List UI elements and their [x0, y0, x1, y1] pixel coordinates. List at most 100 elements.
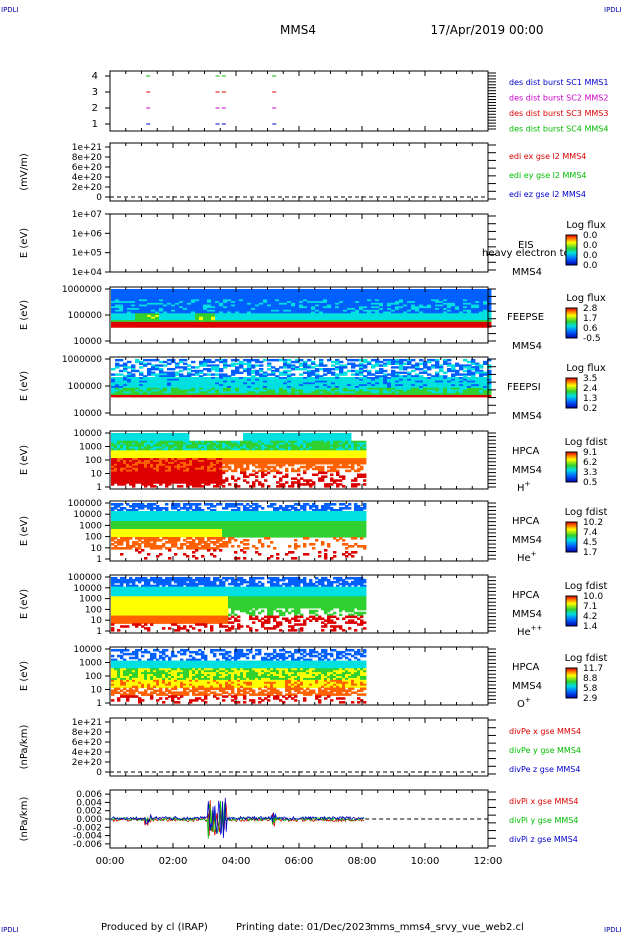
spectrogram-cell: [427, 360, 432, 364]
spectrogram-cell: [162, 444, 166, 448]
spectrogram-cell: [375, 359, 380, 362]
spectrogram-cell: [299, 309, 304, 313]
spectrogram-cell: [111, 454, 115, 457]
spectrogram-cell: [267, 452, 271, 455]
spectrogram-cell: [423, 311, 428, 314]
spectrogram-cell: [311, 309, 316, 313]
spectrogram-cell: [342, 444, 346, 448]
spectrogram-cell: [239, 380, 244, 383]
spectrogram-cell: [347, 306, 352, 309]
spectrogram-cell: [240, 440, 244, 444]
spectrogram-cell: [267, 304, 272, 307]
spectrogram-cell: [315, 444, 319, 448]
spectrogram-cell: [294, 444, 298, 448]
spectrogram-cell: [235, 301, 240, 304]
spectrogram-cell: [471, 389, 476, 392]
spectrogram-cell: [156, 450, 160, 453]
spectrogram-cell: [167, 377, 172, 380]
spectrogram-cell: [479, 308, 484, 311]
spectrogram-cell: [327, 377, 332, 380]
spectrogram-cell: [399, 393, 404, 396]
spectrogram-cell: [151, 366, 156, 369]
spectrogram-cell: [243, 323, 248, 326]
spectrogram-cell: [299, 395, 304, 398]
spectrogram-cell: [312, 452, 316, 455]
spectrogram-cell: [183, 297, 188, 300]
spectrogram-cell: [323, 389, 328, 392]
spectrogram-cell: [307, 292, 312, 295]
spectrogram-cell: [411, 375, 416, 378]
spectrogram-cell: [299, 362, 304, 365]
spectrogram-cell: [435, 311, 440, 314]
spectrogram-cell: [375, 362, 380, 365]
spectrogram-cell: [243, 436, 247, 440]
spectrogram-cell: [251, 295, 256, 299]
spectrogram-cell: [455, 371, 460, 374]
spectrogram-cell: [407, 311, 412, 314]
spectrogram-cell: [127, 375, 132, 378]
spectrogram-cell: [123, 386, 128, 389]
spectrogram-cell: [282, 438, 286, 442]
spectrogram-cell: [435, 387, 440, 391]
spectrogram-cell: [139, 318, 144, 321]
spectrogram-cell: [119, 316, 124, 320]
spectrogram-cell: [439, 323, 444, 326]
spectrogram-cell: [177, 434, 181, 438]
spectrogram-cell: [399, 289, 404, 292]
spectrogram-cell: [275, 316, 280, 320]
spectrogram-cell: [117, 446, 121, 450]
spectrogram-cell: [275, 382, 280, 385]
spectrogram-cell: [171, 446, 175, 450]
spectrogram-cell: [211, 302, 216, 306]
spectrogram-cell: [467, 382, 472, 385]
spectrogram-cell: [479, 315, 484, 318]
spectrogram-cell: [111, 292, 116, 295]
spectrogram-cell: [144, 454, 148, 457]
spectrogram-cell: [347, 313, 352, 316]
spectrogram-cell: [151, 313, 156, 316]
spectrogram-cell: [439, 369, 444, 373]
spectrogram-cell: [251, 364, 256, 367]
spectrogram-cell: [207, 320, 212, 323]
spectrogram-cell: [195, 308, 200, 311]
spectrogram-cell: [303, 368, 308, 371]
spectrogram-cell: [267, 391, 272, 394]
spectrogram-cell: [312, 450, 316, 453]
spectrogram-cell: [143, 387, 148, 391]
spectrogram-cell: [483, 382, 488, 385]
spectrogram-cell: [319, 360, 324, 364]
spectrogram-cell: [171, 299, 176, 302]
spectrogram-cell: [234, 452, 238, 455]
spectrogram-cell: [330, 434, 334, 438]
spectrogram-cell: [403, 299, 408, 302]
spectrogram-cell: [275, 290, 280, 294]
spectrogram-cell: [239, 321, 244, 325]
spectrogram-cell: [147, 289, 152, 292]
spectrogram-cell: [475, 301, 480, 304]
spectrogram-cell: [455, 304, 460, 307]
spectrogram-cell: [331, 325, 336, 328]
spectrogram-cell: [247, 389, 252, 392]
spectrogram-cell: [123, 308, 128, 311]
spectrogram-cell: [139, 321, 144, 325]
spectrogram-cell: [231, 299, 236, 302]
spectrogram-cell: [324, 452, 328, 455]
spectrogram-cell: [151, 290, 156, 294]
spectrogram-cell: [407, 359, 412, 362]
spectrogram-cell: [168, 433, 172, 436]
spectrogram-cell: [123, 375, 128, 378]
spectrogram-cell: [123, 393, 128, 396]
spectrogram-cell: [135, 440, 139, 444]
spectrogram-cell: [455, 321, 460, 325]
spectrogram-cell: [471, 387, 476, 391]
spectrogram-cell: [407, 384, 412, 387]
spectrogram-cell: [427, 295, 432, 299]
spectrogram-cell: [235, 302, 240, 306]
spectrogram-cell: [223, 387, 228, 391]
spectrogram-cell: [415, 364, 420, 367]
spectrogram-cell: [223, 325, 228, 328]
spectrogram-cell: [359, 395, 364, 398]
spectrogram-cell: [175, 297, 180, 300]
spectrogram-cell: [147, 382, 152, 385]
spectrogram-cell: [431, 359, 436, 362]
